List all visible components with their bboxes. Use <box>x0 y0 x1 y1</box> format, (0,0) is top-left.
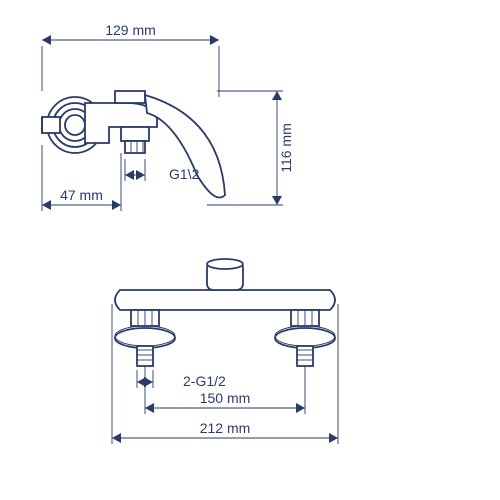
dimension-label: 47 mm <box>60 187 103 203</box>
dim-bottom-thread: 2-G1/2 <box>183 373 226 389</box>
faucet-drawing: 129 mm 116 mm G1\2 47 mm 2-G1/2150 mm 212 mm <box>0 0 500 500</box>
dimension-label: 212 mm <box>200 420 251 436</box>
dimension-label: 116 mm <box>278 123 294 173</box>
dim-thread: G1\2 <box>169 166 200 182</box>
dimension-label: 150 mm <box>200 390 251 406</box>
dimension-label: 129 mm <box>105 22 156 38</box>
